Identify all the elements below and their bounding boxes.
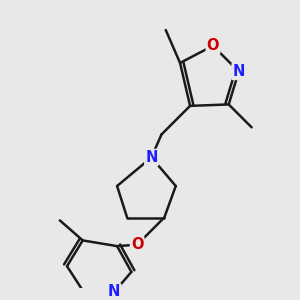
Text: N: N <box>145 150 158 165</box>
Text: O: O <box>207 38 219 53</box>
Text: O: O <box>131 237 143 252</box>
Text: N: N <box>108 284 120 299</box>
Text: N: N <box>232 64 245 79</box>
